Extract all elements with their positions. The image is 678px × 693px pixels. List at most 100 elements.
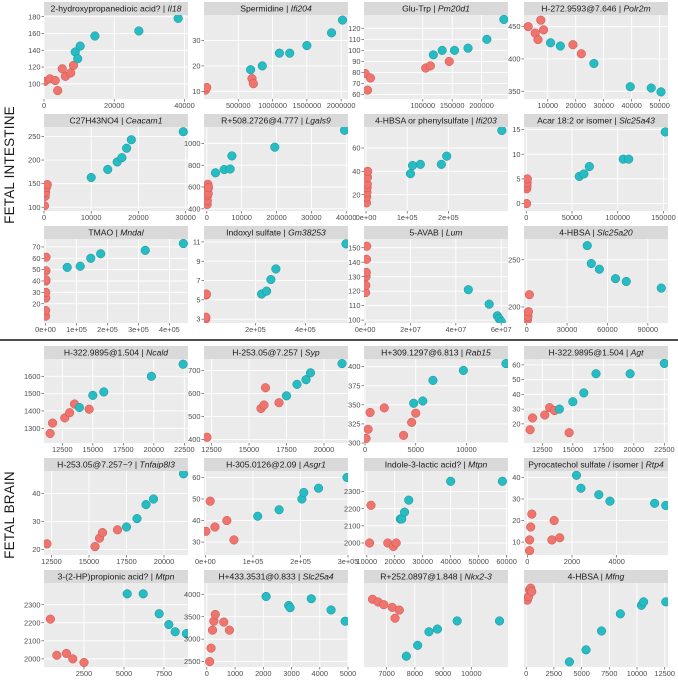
x-tick-label: 1e+05	[243, 557, 264, 566]
x-tick-label: 40000	[174, 101, 195, 110]
panel-points	[44, 15, 183, 96]
x-tick-label: 7500	[156, 669, 172, 678]
low-group-point	[206, 643, 216, 653]
y-tick-label: 2100	[24, 636, 40, 645]
panel-gene: Mndal	[120, 228, 144, 238]
panel-strip	[204, 226, 348, 239]
panel-points	[204, 239, 348, 323]
y-tick-label: 40	[192, 516, 200, 525]
low-group-point	[394, 605, 404, 615]
y-tick-label: 15	[512, 125, 520, 134]
panel-strip	[524, 226, 668, 239]
low-group-point	[44, 305, 51, 316]
panel: 2-hydroxypropanedioic acid? | Il18 100 120…	[28, 2, 195, 110]
x-tick-label: 20000	[104, 101, 125, 110]
panel-metabolite: H-272.9593@7.646 |	[541, 4, 623, 14]
low-group-point	[224, 625, 234, 635]
panel: Spermidine | Ifi204 10 20 30 500000 1000000 15…	[192, 2, 356, 110]
panel-gene: Mfng	[605, 572, 624, 582]
panel-points	[45, 589, 188, 667]
x-tick-label: 20000	[154, 557, 175, 566]
low-group-point	[525, 425, 535, 435]
panel-gene: Rtp4	[646, 460, 664, 470]
y-tick-label: 30	[32, 288, 40, 297]
panel-points	[367, 594, 505, 661]
panel-strip	[44, 114, 188, 127]
x-tick-label: 90000	[638, 325, 659, 334]
panel-points	[45, 359, 188, 439]
high-group-point	[121, 522, 132, 532]
low-group-point	[44, 252, 51, 262]
y-tick-label: 2000	[24, 654, 40, 663]
y-tick-label: 400	[508, 55, 520, 64]
high-group-point	[594, 264, 604, 274]
high-group-point	[138, 589, 148, 599]
panel-gene: Nkx2-3	[465, 572, 492, 582]
high-group-point	[484, 299, 494, 309]
panel-strip	[44, 346, 188, 359]
high-group-point	[661, 500, 668, 511]
y-tick-label: 40	[512, 473, 520, 482]
panel: Indoxyl sulfate | Gm38253 3 5 7 9 11 2e+05 4e+0…	[193, 226, 348, 334]
panel-strip	[524, 458, 668, 471]
high-group-point	[449, 45, 460, 55]
y-tick-label: 100	[348, 316, 360, 325]
low-group-point	[44, 266, 51, 276]
high-group-point	[266, 275, 276, 285]
high-group-point	[271, 264, 281, 274]
low-group-point	[50, 75, 60, 86]
panel-metabolite: H+309.1297@6.813 |	[381, 348, 465, 358]
y-tick-label: 2500	[184, 657, 200, 666]
y-tick-label: 60	[32, 254, 40, 263]
y-tick-label: 20	[32, 545, 40, 554]
low-group-point	[524, 174, 532, 184]
low-group-point	[204, 182, 214, 193]
low-group-point	[391, 538, 401, 548]
y-tick-label: 500	[188, 412, 200, 421]
x-tick-label: 2e+05	[97, 325, 118, 334]
high-group-point	[458, 365, 468, 376]
low-group-point	[210, 609, 220, 619]
panel-gene: Ceacam1	[126, 116, 163, 126]
high-group-point	[170, 627, 180, 637]
high-group-point	[262, 286, 272, 296]
y-tick-label: 30	[192, 538, 200, 547]
panel-title: Spermidine | Ifi204	[240, 4, 312, 14]
x-tick-label: 0e+00	[356, 213, 377, 222]
low-group-point	[540, 410, 550, 420]
low-group-point	[47, 418, 58, 428]
high-group-point	[274, 505, 284, 515]
panel-background	[204, 15, 348, 99]
panel: H-272.9593@7.646 | Polr2m 350 400 450 10000 2…	[508, 2, 670, 110]
panel-gene: Slc25a43	[619, 116, 655, 126]
x-tick-label: 1000	[227, 669, 243, 678]
high-group-point	[225, 164, 235, 174]
x-tick-label: 1e+05	[66, 325, 87, 334]
panel-metabolite: C27H43NO4 |	[70, 116, 126, 126]
low-group-point	[576, 49, 586, 59]
panel-background	[524, 583, 668, 667]
row-label-fetal-intestine: FETAL INTESTINE	[2, 106, 17, 224]
low-group-point	[364, 254, 372, 264]
x-tick-label: 10000	[81, 213, 102, 222]
y-tick-label: 250	[28, 132, 40, 141]
low-group-point	[204, 312, 211, 322]
high-group-point	[452, 616, 462, 626]
y-tick-label: 700	[188, 366, 200, 375]
panel-title: 4-HBSA | Slc25a20	[559, 228, 633, 238]
high-group-point	[164, 619, 174, 630]
panel-background	[364, 359, 508, 443]
panel-points	[364, 127, 507, 208]
y-tick-label: 30	[512, 405, 520, 414]
high-group-point	[299, 487, 309, 498]
x-tick-label: 20000	[384, 557, 405, 566]
high-group-point	[501, 359, 508, 369]
high-group-point	[499, 15, 508, 24]
high-group-point	[210, 168, 221, 178]
high-group-point	[178, 239, 188, 249]
y-tick-label: 120	[28, 63, 40, 72]
low-group-point	[229, 535, 239, 545]
panel-gene: Il18	[168, 4, 182, 14]
panel-background	[364, 127, 508, 211]
x-tick-label: 2e+07	[400, 325, 421, 334]
